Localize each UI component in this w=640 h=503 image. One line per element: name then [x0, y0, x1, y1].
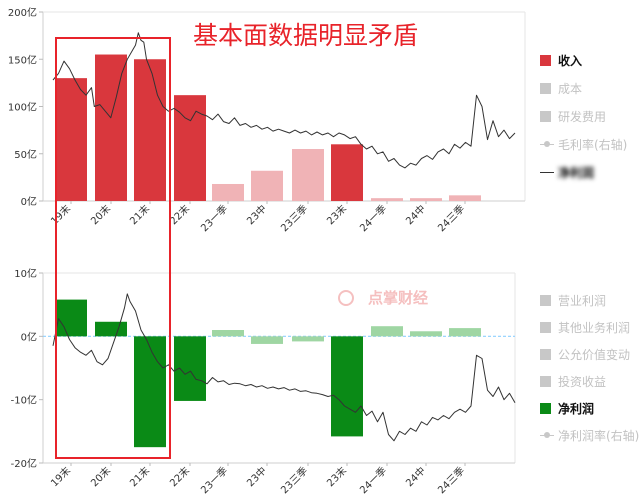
profit-bar-1 [55, 299, 87, 337]
revenue-xtick-label: 23中 [244, 202, 269, 227]
revenue-ytick-label: 50亿 [14, 148, 37, 161]
legend-item-4[interactable]: 毛利率(右轴) [540, 136, 627, 153]
profit-xtick-label: 23三季 [278, 465, 310, 497]
profit-xtick-label: 23末 [324, 464, 349, 489]
profit-bar-2 [95, 321, 127, 337]
legend-item-5[interactable]: 净利润 [540, 164, 594, 181]
profit-xtick-label: 21末 [127, 464, 152, 489]
legend-swatch [540, 349, 551, 360]
revenue-bar-6 [251, 170, 283, 201]
revenue-bar-7 [292, 149, 324, 201]
revenue-xtick-label: 24三季 [435, 203, 467, 235]
legend-swatch [540, 403, 551, 414]
profit-bar-8 [331, 336, 363, 437]
legend-item-4[interactable]: 投资收益 [540, 373, 606, 390]
revenue-price-line [52, 32, 516, 169]
legend-item-3[interactable]: 公允价值变动 [540, 346, 630, 363]
legend-swatch [540, 172, 554, 173]
revenue-xtick-label: 20末 [88, 202, 113, 227]
profit-bar-11 [449, 328, 481, 337]
profit-ytick-label: -10亿 [11, 394, 37, 407]
profit-bar-7 [292, 336, 324, 342]
legend-label: 研发费用 [558, 110, 607, 124]
revenue-bar-4 [174, 95, 206, 201]
legend-label: 其他业务利润 [558, 321, 631, 335]
legend-swatch [540, 376, 551, 387]
profit-xtick-label: 23一季 [198, 465, 230, 497]
legend-label: 成本 [558, 82, 583, 96]
legend-item-2[interactable]: 成本 [540, 80, 582, 97]
revenue-ytick-label: 100亿 [8, 101, 37, 114]
annotation-headline: 基本面数据明显矛盾 [193, 21, 418, 50]
revenue-bar-1 [55, 78, 87, 201]
legend-label: 营业利润 [558, 294, 607, 308]
profit-xtick-label: 23中 [244, 464, 269, 489]
profit-bar-9 [371, 326, 403, 337]
profit-xtick-label: 22末 [167, 464, 192, 489]
legend-swatch [540, 432, 554, 438]
legend-swatch [540, 141, 554, 147]
revenue-xtick-label: 23三季 [278, 203, 310, 235]
profit-xtick-label: 24中 [403, 464, 428, 489]
revenue-ytick-label: 200亿 [8, 6, 37, 19]
profit-xtick-label: 24三季 [435, 465, 467, 497]
profit-ytick-label: -20亿 [11, 457, 37, 470]
profit-bar-5 [212, 330, 244, 337]
profit-xtick-label: 24一季 [357, 465, 389, 497]
legend-swatch [540, 322, 551, 333]
revenue-xtick-label: 21末 [127, 202, 152, 227]
legend-label: 公允价值变动 [558, 348, 631, 362]
legend-swatch [540, 111, 551, 122]
profit-ytick-label: 0亿 [21, 330, 37, 343]
legend-label: 收入 [558, 54, 583, 68]
profit-bar-6 [251, 336, 283, 344]
profit-xtick-label: 20末 [88, 464, 113, 489]
revenue-bar-10 [410, 198, 442, 201]
revenue-xtick-label: 24中 [403, 202, 428, 227]
revenue-bar-8 [331, 144, 363, 201]
legend-item-1[interactable]: 营业利润 [540, 292, 606, 309]
profit-bar-10 [410, 331, 442, 337]
profit-price-line [52, 293, 516, 442]
legend-label: 净利润率(右轴) [558, 429, 640, 443]
profit-ytick-label: 10亿 [14, 267, 37, 280]
profit-bar-3 [134, 336, 166, 448]
revenue-ytick-label: 0亿 [21, 195, 37, 208]
revenue-bar-11 [449, 195, 481, 201]
revenue-bar-9 [371, 198, 403, 201]
watermark-logo-icon [338, 290, 354, 306]
legend-label: 净利润 [558, 402, 595, 416]
revenue-xtick-label: 24一季 [357, 203, 389, 235]
revenue-xtick-label: 23末 [324, 202, 349, 227]
profit-xtick-label: 19末 [48, 464, 73, 489]
legend-item-6[interactable]: 净利润率(右轴) [540, 427, 639, 444]
revenue-bar-3 [134, 59, 166, 201]
watermark-text: 点掌财经 [368, 289, 428, 307]
highlight-box [55, 37, 171, 459]
revenue-bar-5 [212, 183, 244, 201]
legend-swatch [540, 55, 551, 66]
legend-swatch [540, 295, 551, 306]
revenue-xtick-label: 19末 [48, 202, 73, 227]
revenue-xtick-label: 23一季 [198, 203, 230, 235]
legend-label: 投资收益 [558, 375, 607, 389]
legend-item-3[interactable]: 研发费用 [540, 108, 606, 125]
revenue-ytick-label: 150亿 [8, 53, 37, 66]
legend-item-1[interactable]: 收入 [540, 52, 582, 69]
revenue-bar-2 [95, 54, 127, 202]
legend-item-2[interactable]: 其他业务利润 [540, 319, 630, 336]
legend-label: 毛利率(右轴) [558, 138, 628, 152]
legend-item-5[interactable]: 净利润 [540, 400, 594, 417]
legend-label: 净利润 [558, 166, 595, 180]
legend-swatch [540, 83, 551, 94]
